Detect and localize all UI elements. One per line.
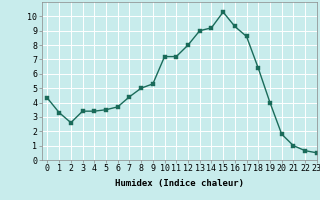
X-axis label: Humidex (Indice chaleur): Humidex (Indice chaleur) bbox=[115, 179, 244, 188]
